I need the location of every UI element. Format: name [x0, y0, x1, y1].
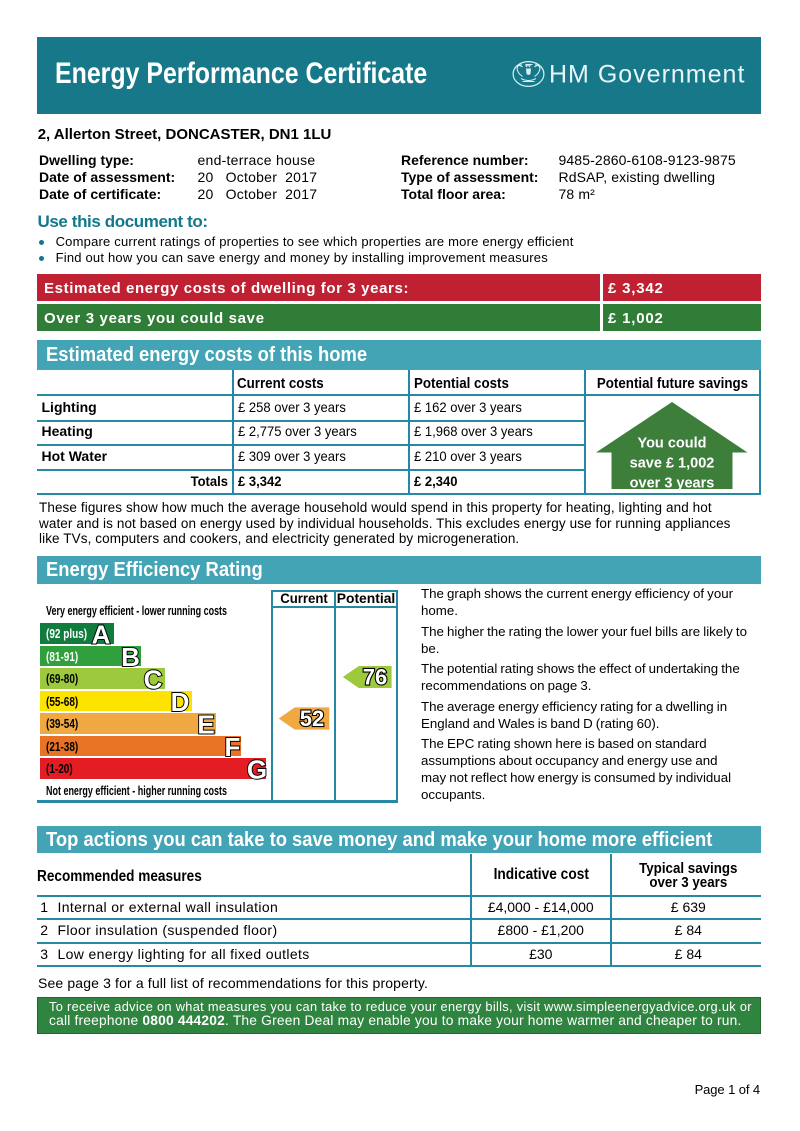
svg-text:C: C [144, 664, 163, 694]
svg-text:52: 52 [300, 706, 324, 731]
svg-text:D: D [171, 687, 190, 717]
svg-text:E: E [197, 709, 214, 739]
svg-text:G: G [247, 754, 267, 784]
svg-text:B: B [121, 642, 140, 672]
svg-text:A: A [92, 619, 111, 649]
svg-text:You could: You could [637, 436, 706, 452]
svg-text:save £ 1,002: save £ 1,002 [630, 456, 715, 472]
svg-text:HM Government: HM Government [549, 60, 745, 88]
svg-text:76: 76 [363, 664, 387, 689]
svg-text:F: F [225, 732, 241, 762]
svg-text:over 3 years: over 3 years [630, 476, 715, 492]
